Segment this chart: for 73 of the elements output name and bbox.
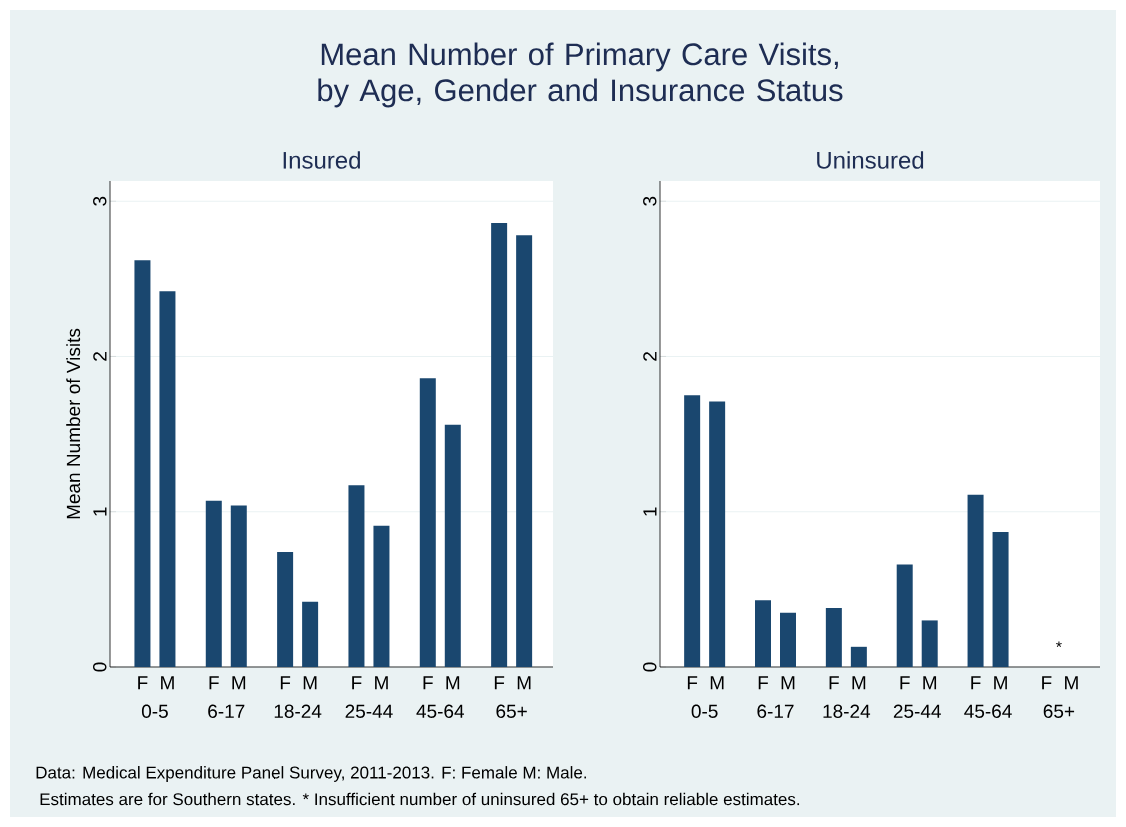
bar [419, 378, 436, 667]
text: M [781, 676, 795, 690]
bar [921, 620, 938, 667]
text: M [994, 676, 1007, 690]
bar [491, 222, 508, 667]
text: M [303, 676, 317, 690]
series-label: M [710, 676, 724, 690]
bar [205, 500, 222, 667]
y-tick-label: 2 [643, 352, 657, 361]
y-axis-title: Mean Number of Visits [66, 328, 81, 519]
chart-subtitle: Uninsured [817, 151, 924, 169]
bar [780, 612, 796, 667]
x-tick-label: 6-17 [757, 704, 794, 718]
text: F [423, 676, 433, 690]
bar [444, 424, 461, 667]
text: M [517, 676, 531, 690]
text: F [352, 676, 362, 690]
x-tick-label: 65+ [496, 704, 527, 718]
x-tick-label: 0-5 [141, 704, 168, 718]
text: F [1042, 676, 1052, 690]
bar [516, 235, 533, 667]
text: F [900, 676, 910, 690]
x-tick-label: 45-64 [416, 704, 465, 718]
series-label: F [687, 676, 698, 690]
bar [134, 260, 151, 667]
text: M [375, 676, 388, 690]
bar [896, 564, 913, 667]
series-label: F [138, 676, 148, 690]
bar [850, 646, 867, 667]
bar [373, 525, 390, 667]
bar [302, 601, 319, 667]
bar [348, 485, 365, 667]
text: F [494, 676, 505, 690]
x-tick-label: 18-24 [274, 704, 322, 718]
x-tick-label: 18-24 [823, 704, 871, 718]
x-tick-label: 0-5 [691, 704, 718, 718]
chart-title: Mean Number of Primary Care Visits, by Age, Gender and Insurance Status [318, 42, 843, 108]
bar [230, 505, 247, 667]
bar [684, 395, 701, 667]
text: M [1065, 676, 1078, 690]
x-tick-label: 25-44 [345, 704, 393, 718]
y-tick-label: 3 [643, 196, 657, 206]
text: M [923, 676, 937, 690]
x-tick-label: 25-44 [893, 704, 941, 718]
bar [825, 607, 842, 667]
text: Data: Medical Expenditure Panel Survey, 2011-2013. F: Female M: Male. [36, 766, 587, 782]
x-tick-label: 45-64 [964, 704, 1012, 718]
bar [709, 401, 726, 667]
y-tick-label: 1 [93, 507, 107, 516]
text: F [280, 676, 291, 690]
bar [277, 552, 294, 667]
chart-subtitle: Insured [283, 151, 360, 169]
y-tick-label: 3 [93, 196, 107, 206]
text: M [852, 676, 866, 690]
x-tick-label: 6-17 [208, 704, 245, 718]
bar [159, 291, 176, 667]
text: Estimates are for Southern states. * Insufficient number of uninsured 65+ to obtain reliable estimates. [40, 792, 800, 806]
text: F [758, 676, 769, 690]
bar [967, 494, 984, 667]
text: F [829, 676, 839, 690]
y-tick-label: 0 [643, 662, 657, 672]
annotation: * [1056, 641, 1062, 648]
text: M [232, 676, 246, 690]
y-tick-label: 1 [643, 507, 657, 516]
bar [992, 531, 1009, 667]
text: M [446, 676, 460, 690]
text: F [971, 676, 981, 690]
x-tick-label: 65+ [1043, 704, 1075, 718]
series-label: M [161, 676, 174, 690]
text: F [209, 676, 219, 690]
y-tick-label: 0 [93, 662, 107, 672]
bar [755, 600, 771, 667]
y-tick-label: 2 [93, 352, 107, 361]
